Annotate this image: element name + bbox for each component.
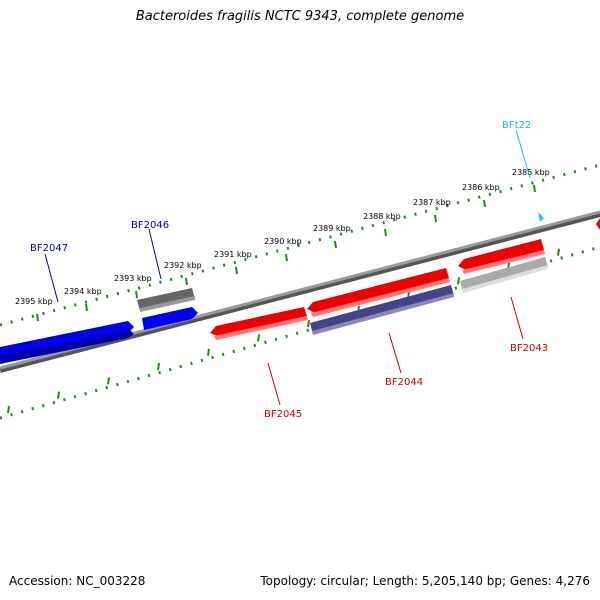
scale-tick-lower [307, 320, 310, 328]
scale-tick [434, 214, 437, 223]
scale-tick-lower [57, 391, 60, 399]
gene-label-bft22[interactable]: BFt22 [502, 120, 531, 131]
cds-purple-shade [312, 293, 454, 335]
scale-label: 2385 kbp [512, 168, 550, 177]
scale-tick [384, 228, 387, 237]
scale-tick [285, 253, 288, 262]
scale-track-upper [0, 163, 600, 327]
scale-tick-lower [7, 405, 10, 414]
gene-label-bf2044[interactable]: BF2044 [385, 377, 423, 388]
scale-tick [185, 277, 188, 286]
accession-text: Accession: NC_003228 [9, 574, 146, 588]
gene-label-bf2045[interactable]: BF2045 [264, 409, 302, 420]
scale-label: 2394 kbp [64, 287, 102, 296]
cds-gray[interactable] [137, 288, 195, 311]
genome-summary-text: Topology: circular; Length: 5,205,140 bp… [260, 574, 590, 588]
gene-features [0, 212, 600, 364]
scale-label: 2386 kbp [462, 183, 500, 192]
cds-bf2043-shade [462, 250, 545, 274]
scale-label: 2387 kbp [413, 198, 451, 207]
scale-label: 2392 kbp [164, 261, 202, 270]
scale-tick-lower [207, 348, 210, 356]
cds-bf2045-shade [214, 316, 308, 340]
scale-ticks [7, 184, 560, 414]
scale-label: 2393 kbp [114, 274, 152, 283]
scale-tick [36, 313, 39, 322]
scale-labels: 2395 kbp 2394 kbp 2393 kbp 2392 kbp 2391 kbp… [15, 168, 550, 306]
gene-callouts [44, 129, 531, 406]
trna-bft22[interactable] [538, 212, 544, 222]
cds-purple[interactable] [310, 285, 454, 334]
scale-tick-lower [107, 377, 110, 385]
scale-tick [334, 240, 337, 249]
cds-lightgray-shade [462, 265, 548, 293]
scale-tick [533, 184, 536, 193]
cds-right-edge [596, 218, 600, 230]
scale-tick [235, 266, 238, 275]
cds-gray-shade [140, 296, 195, 312]
cds-bf2044[interactable] [307, 268, 449, 313]
scale-label: 2388 kbp [363, 212, 401, 221]
gene-label-bf2047[interactable]: BF2047 [30, 243, 68, 254]
cds-bf2043[interactable] [458, 239, 544, 270]
scale-tick-lower [457, 277, 460, 285]
cds-bf2044-shade [311, 278, 450, 317]
scale-tick [135, 290, 138, 299]
gene-label-bf2043[interactable]: BF2043 [510, 343, 548, 354]
cds-bf2045[interactable] [210, 307, 307, 336]
map-title: Bacteroides fragilis NCTC 9343, complete… [135, 9, 465, 24]
gene-labels: BF2047 BF2046 BF2045 BF2044 BF2043 BFt22 [30, 120, 548, 420]
scale-tick-lower [557, 248, 560, 256]
scale-tick [483, 199, 486, 208]
cds-bf2047-shade [0, 330, 134, 364]
cds-lightgray[interactable] [460, 257, 548, 292]
scale-tick-lower [157, 362, 160, 371]
scale-label: 2390 kbp [264, 237, 302, 246]
gene-label-bf2046[interactable]: BF2046 [131, 220, 169, 231]
scale-tick [85, 303, 88, 312]
scale-tick-lower [257, 334, 260, 342]
scale-label: 2391 kbp [214, 250, 252, 259]
scale-label: 2389 kbp [313, 224, 351, 233]
scale-label: 2395 kbp [15, 297, 53, 306]
genome-backbone-shadow [0, 211, 600, 373]
cds-bf2046[interactable] [142, 307, 198, 330]
